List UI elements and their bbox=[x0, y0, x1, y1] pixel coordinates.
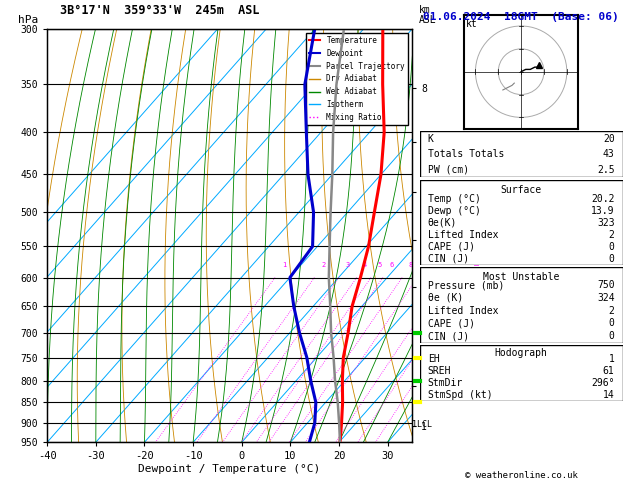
Text: 2: 2 bbox=[321, 262, 325, 268]
Text: StmSpd (kt): StmSpd (kt) bbox=[428, 390, 493, 400]
Text: Totals Totals: Totals Totals bbox=[428, 149, 504, 159]
Text: 2: 2 bbox=[609, 230, 615, 240]
Text: EH: EH bbox=[428, 354, 440, 364]
Text: 0: 0 bbox=[609, 318, 615, 329]
Text: 4: 4 bbox=[363, 262, 367, 268]
Text: 01.06.2024  18GMT  (Base: 06): 01.06.2024 18GMT (Base: 06) bbox=[423, 12, 619, 22]
Text: 2.5: 2.5 bbox=[597, 165, 615, 174]
Text: 6: 6 bbox=[389, 262, 394, 268]
Text: 20.2: 20.2 bbox=[591, 193, 615, 204]
Text: CAPE (J): CAPE (J) bbox=[428, 318, 475, 329]
Text: K: K bbox=[428, 134, 433, 144]
Text: 8: 8 bbox=[408, 262, 413, 268]
Text: hPa: hPa bbox=[18, 15, 38, 25]
Legend: Temperature, Dewpoint, Parcel Trajectory, Dry Adiabat, Wet Adiabat, Isotherm, Mi: Temperature, Dewpoint, Parcel Trajectory… bbox=[306, 33, 408, 125]
Text: 3B°17'N  359°33'W  245m  ASL: 3B°17'N 359°33'W 245m ASL bbox=[60, 4, 259, 17]
Text: θe(K): θe(K) bbox=[428, 218, 457, 228]
Text: Surface: Surface bbox=[501, 185, 542, 195]
Text: 1LCL: 1LCL bbox=[412, 420, 432, 429]
Text: 43: 43 bbox=[603, 149, 615, 159]
Text: Pressure (mb): Pressure (mb) bbox=[428, 280, 504, 290]
X-axis label: Dewpoint / Temperature (°C): Dewpoint / Temperature (°C) bbox=[138, 464, 321, 474]
Text: 14: 14 bbox=[603, 390, 615, 400]
Text: CIN (J): CIN (J) bbox=[428, 254, 469, 264]
Text: Most Unstable: Most Unstable bbox=[483, 272, 559, 282]
Text: 0: 0 bbox=[609, 242, 615, 252]
Text: 0: 0 bbox=[609, 254, 615, 264]
Text: Mixing Ratio (g/kg): Mixing Ratio (g/kg) bbox=[473, 185, 482, 287]
Text: Dewp (°C): Dewp (°C) bbox=[428, 206, 481, 216]
Text: 1: 1 bbox=[282, 262, 286, 268]
Text: 2: 2 bbox=[609, 306, 615, 315]
Text: 61: 61 bbox=[603, 366, 615, 376]
Text: 750: 750 bbox=[597, 280, 615, 290]
Text: CAPE (J): CAPE (J) bbox=[428, 242, 475, 252]
Text: 5: 5 bbox=[377, 262, 382, 268]
Text: Hodograph: Hodograph bbox=[494, 348, 548, 358]
Text: 0: 0 bbox=[609, 331, 615, 341]
Text: Lifted Index: Lifted Index bbox=[428, 230, 498, 240]
Text: PW (cm): PW (cm) bbox=[428, 165, 469, 174]
Text: km
ASL: km ASL bbox=[420, 5, 437, 25]
Text: SREH: SREH bbox=[428, 366, 451, 376]
Text: 13.9: 13.9 bbox=[591, 206, 615, 216]
Text: kt: kt bbox=[466, 19, 478, 29]
Text: 324: 324 bbox=[597, 293, 615, 303]
Text: 1: 1 bbox=[609, 354, 615, 364]
Text: 20: 20 bbox=[603, 134, 615, 144]
Text: CIN (J): CIN (J) bbox=[428, 331, 469, 341]
Text: 3: 3 bbox=[345, 262, 350, 268]
Text: StmDir: StmDir bbox=[428, 378, 463, 388]
Text: © weatheronline.co.uk: © weatheronline.co.uk bbox=[465, 471, 577, 480]
Text: θe (K): θe (K) bbox=[428, 293, 463, 303]
Text: 323: 323 bbox=[597, 218, 615, 228]
Text: Temp (°C): Temp (°C) bbox=[428, 193, 481, 204]
Text: 296°: 296° bbox=[591, 378, 615, 388]
Text: Lifted Index: Lifted Index bbox=[428, 306, 498, 315]
